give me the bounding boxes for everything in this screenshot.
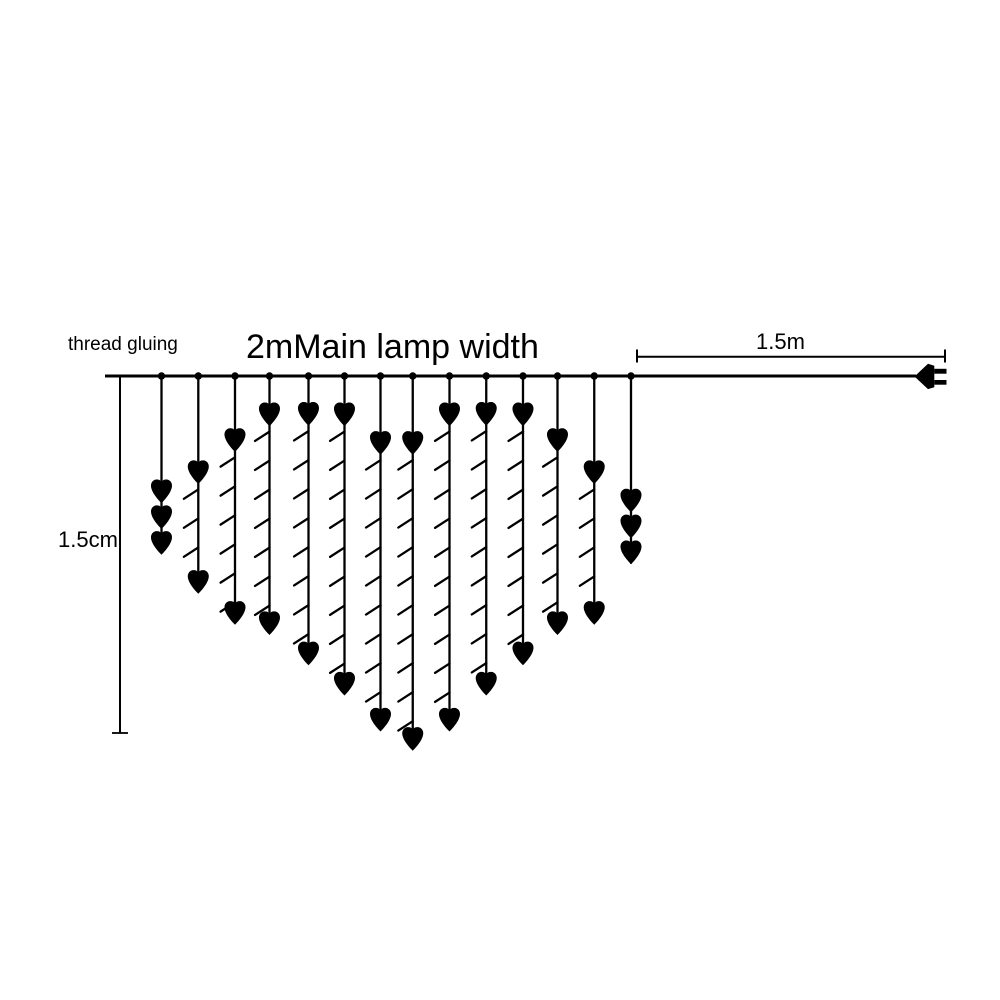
- svg-text:1.5m: 1.5m: [756, 329, 805, 354]
- svg-text:thread gluing: thread gluing: [68, 334, 178, 355]
- svg-text:1.5cm: 1.5cm: [58, 527, 118, 552]
- svg-text:2mMain lamp width: 2mMain lamp width: [246, 328, 539, 366]
